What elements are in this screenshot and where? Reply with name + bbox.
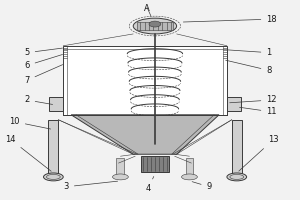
Text: 2: 2 — [24, 96, 52, 104]
Text: 9: 9 — [192, 182, 212, 191]
Text: 18: 18 — [183, 15, 277, 24]
Text: 10: 10 — [9, 117, 51, 129]
Ellipse shape — [149, 21, 161, 27]
Text: 4: 4 — [146, 176, 154, 193]
Bar — [227, 97, 241, 111]
Bar — [50, 97, 63, 111]
Polygon shape — [71, 115, 219, 154]
Text: 12: 12 — [230, 96, 277, 104]
Text: 14: 14 — [5, 135, 51, 171]
Bar — [141, 156, 169, 172]
Bar — [185, 158, 194, 177]
Bar — [116, 158, 124, 177]
Ellipse shape — [112, 174, 128, 180]
Text: 5: 5 — [24, 48, 62, 57]
Ellipse shape — [44, 173, 63, 181]
Text: 11: 11 — [239, 107, 277, 116]
Bar — [63, 46, 227, 115]
Bar — [48, 120, 58, 177]
Text: 13: 13 — [239, 135, 279, 171]
Text: 8: 8 — [226, 60, 272, 75]
Text: 1: 1 — [228, 48, 272, 57]
Text: 3: 3 — [64, 181, 118, 191]
Bar — [137, 22, 173, 30]
Ellipse shape — [182, 174, 197, 180]
Bar — [232, 120, 242, 177]
Text: A: A — [144, 4, 150, 13]
Ellipse shape — [133, 18, 177, 34]
Text: 6: 6 — [24, 54, 62, 70]
Ellipse shape — [227, 173, 247, 181]
Text: 7: 7 — [24, 65, 63, 85]
